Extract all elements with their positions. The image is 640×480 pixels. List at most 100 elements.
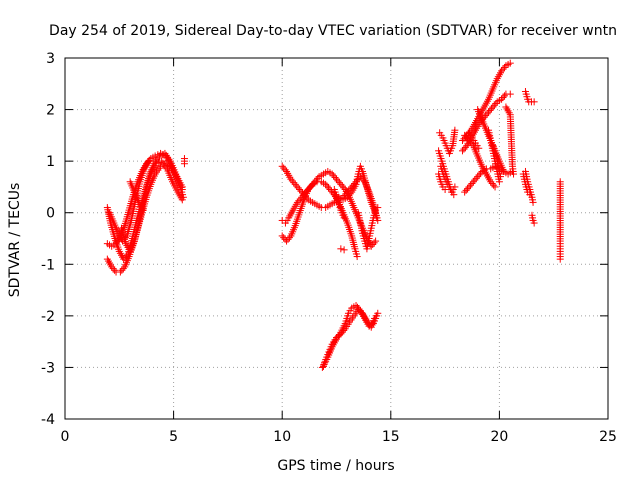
data-point xyxy=(338,182,346,190)
data-point xyxy=(340,246,348,254)
data-point xyxy=(293,182,301,190)
data-point xyxy=(530,219,538,227)
data-point xyxy=(475,171,483,179)
y-tick-label: 0 xyxy=(46,206,55,222)
data-point xyxy=(119,265,127,273)
data-point xyxy=(458,137,466,145)
data-point xyxy=(297,187,305,195)
data-point xyxy=(278,232,286,240)
data-point xyxy=(116,268,124,276)
data-point xyxy=(458,147,466,155)
data-point xyxy=(451,126,459,134)
data-point xyxy=(340,184,348,192)
data-point xyxy=(486,106,494,114)
data-point xyxy=(495,178,503,186)
data-point xyxy=(487,105,495,113)
data-point xyxy=(471,176,479,184)
data-point xyxy=(306,184,314,192)
data-point xyxy=(335,179,343,187)
data-point xyxy=(145,157,153,165)
data-point xyxy=(283,237,291,245)
y-tick-label: 1 xyxy=(46,154,55,170)
data-point xyxy=(485,108,493,116)
data-point xyxy=(278,162,286,170)
data-point xyxy=(370,239,378,247)
data-point xyxy=(374,204,382,212)
data-point xyxy=(489,103,497,111)
data-point xyxy=(337,245,345,253)
data-point xyxy=(343,193,351,201)
data-point xyxy=(178,186,186,194)
data-point xyxy=(296,195,304,203)
data-point xyxy=(490,181,498,189)
chart-title: Day 254 of 2019, Sidereal Day-to-day VTE… xyxy=(49,23,617,39)
data-point xyxy=(304,186,312,194)
data-point xyxy=(462,133,470,141)
data-point xyxy=(111,266,119,274)
data-point xyxy=(346,190,354,198)
data-point xyxy=(492,100,500,108)
data-point xyxy=(139,206,147,214)
plot-frame xyxy=(64,57,609,420)
data-point xyxy=(355,305,363,313)
data-point xyxy=(369,241,377,249)
data-point xyxy=(281,166,289,174)
grid-lines xyxy=(65,58,608,419)
data-point xyxy=(322,180,330,188)
data-point xyxy=(330,172,338,180)
data-point xyxy=(506,59,514,67)
data-point xyxy=(475,144,483,152)
data-point xyxy=(312,176,320,184)
data-point xyxy=(461,188,469,196)
data-point xyxy=(487,178,495,186)
data-point xyxy=(464,135,472,143)
data-point xyxy=(331,173,339,181)
data-point xyxy=(373,312,381,320)
data-point xyxy=(499,65,507,73)
data-point xyxy=(556,255,564,263)
data-point xyxy=(333,175,340,183)
y-axis-label: SDTVAR / TECUs xyxy=(7,183,23,298)
data-point xyxy=(178,196,186,204)
data-point xyxy=(499,94,507,102)
data-point xyxy=(120,255,128,263)
data-point xyxy=(461,131,469,139)
data-point xyxy=(498,95,506,103)
data-points xyxy=(103,59,564,371)
data-point xyxy=(472,174,480,182)
x-tick-label: 15 xyxy=(382,429,400,445)
x-tick-labels: 0 5 10 15 20 25 xyxy=(61,429,617,445)
data-point xyxy=(451,183,459,191)
data-point xyxy=(500,92,508,100)
axis-ticks xyxy=(64,57,609,420)
data-point xyxy=(295,197,303,205)
data-point xyxy=(464,185,472,193)
data-point xyxy=(288,177,296,185)
data-point xyxy=(460,145,468,153)
data-point xyxy=(483,110,491,118)
data-point xyxy=(180,160,188,168)
data-point xyxy=(496,173,504,181)
data-point xyxy=(337,180,345,188)
x-tick-label: 0 xyxy=(61,429,70,445)
data-point xyxy=(469,178,477,186)
data-point xyxy=(488,179,496,187)
y-tick-label: -4 xyxy=(41,412,55,428)
data-point xyxy=(466,138,474,146)
data-point xyxy=(108,263,116,271)
y-tick-label: -1 xyxy=(41,257,55,273)
x-axis-label: GPS time / hours xyxy=(277,458,394,474)
data-point xyxy=(323,182,331,190)
data-point xyxy=(109,265,117,273)
x-tick-label: 20 xyxy=(490,429,508,445)
data-point xyxy=(325,184,333,192)
data-point xyxy=(529,198,537,206)
data-point xyxy=(340,214,348,222)
data-point xyxy=(118,266,126,274)
data-point xyxy=(294,184,302,192)
data-point xyxy=(500,63,508,71)
data-point xyxy=(353,253,361,261)
data-point xyxy=(510,170,518,178)
data-point xyxy=(285,234,293,242)
